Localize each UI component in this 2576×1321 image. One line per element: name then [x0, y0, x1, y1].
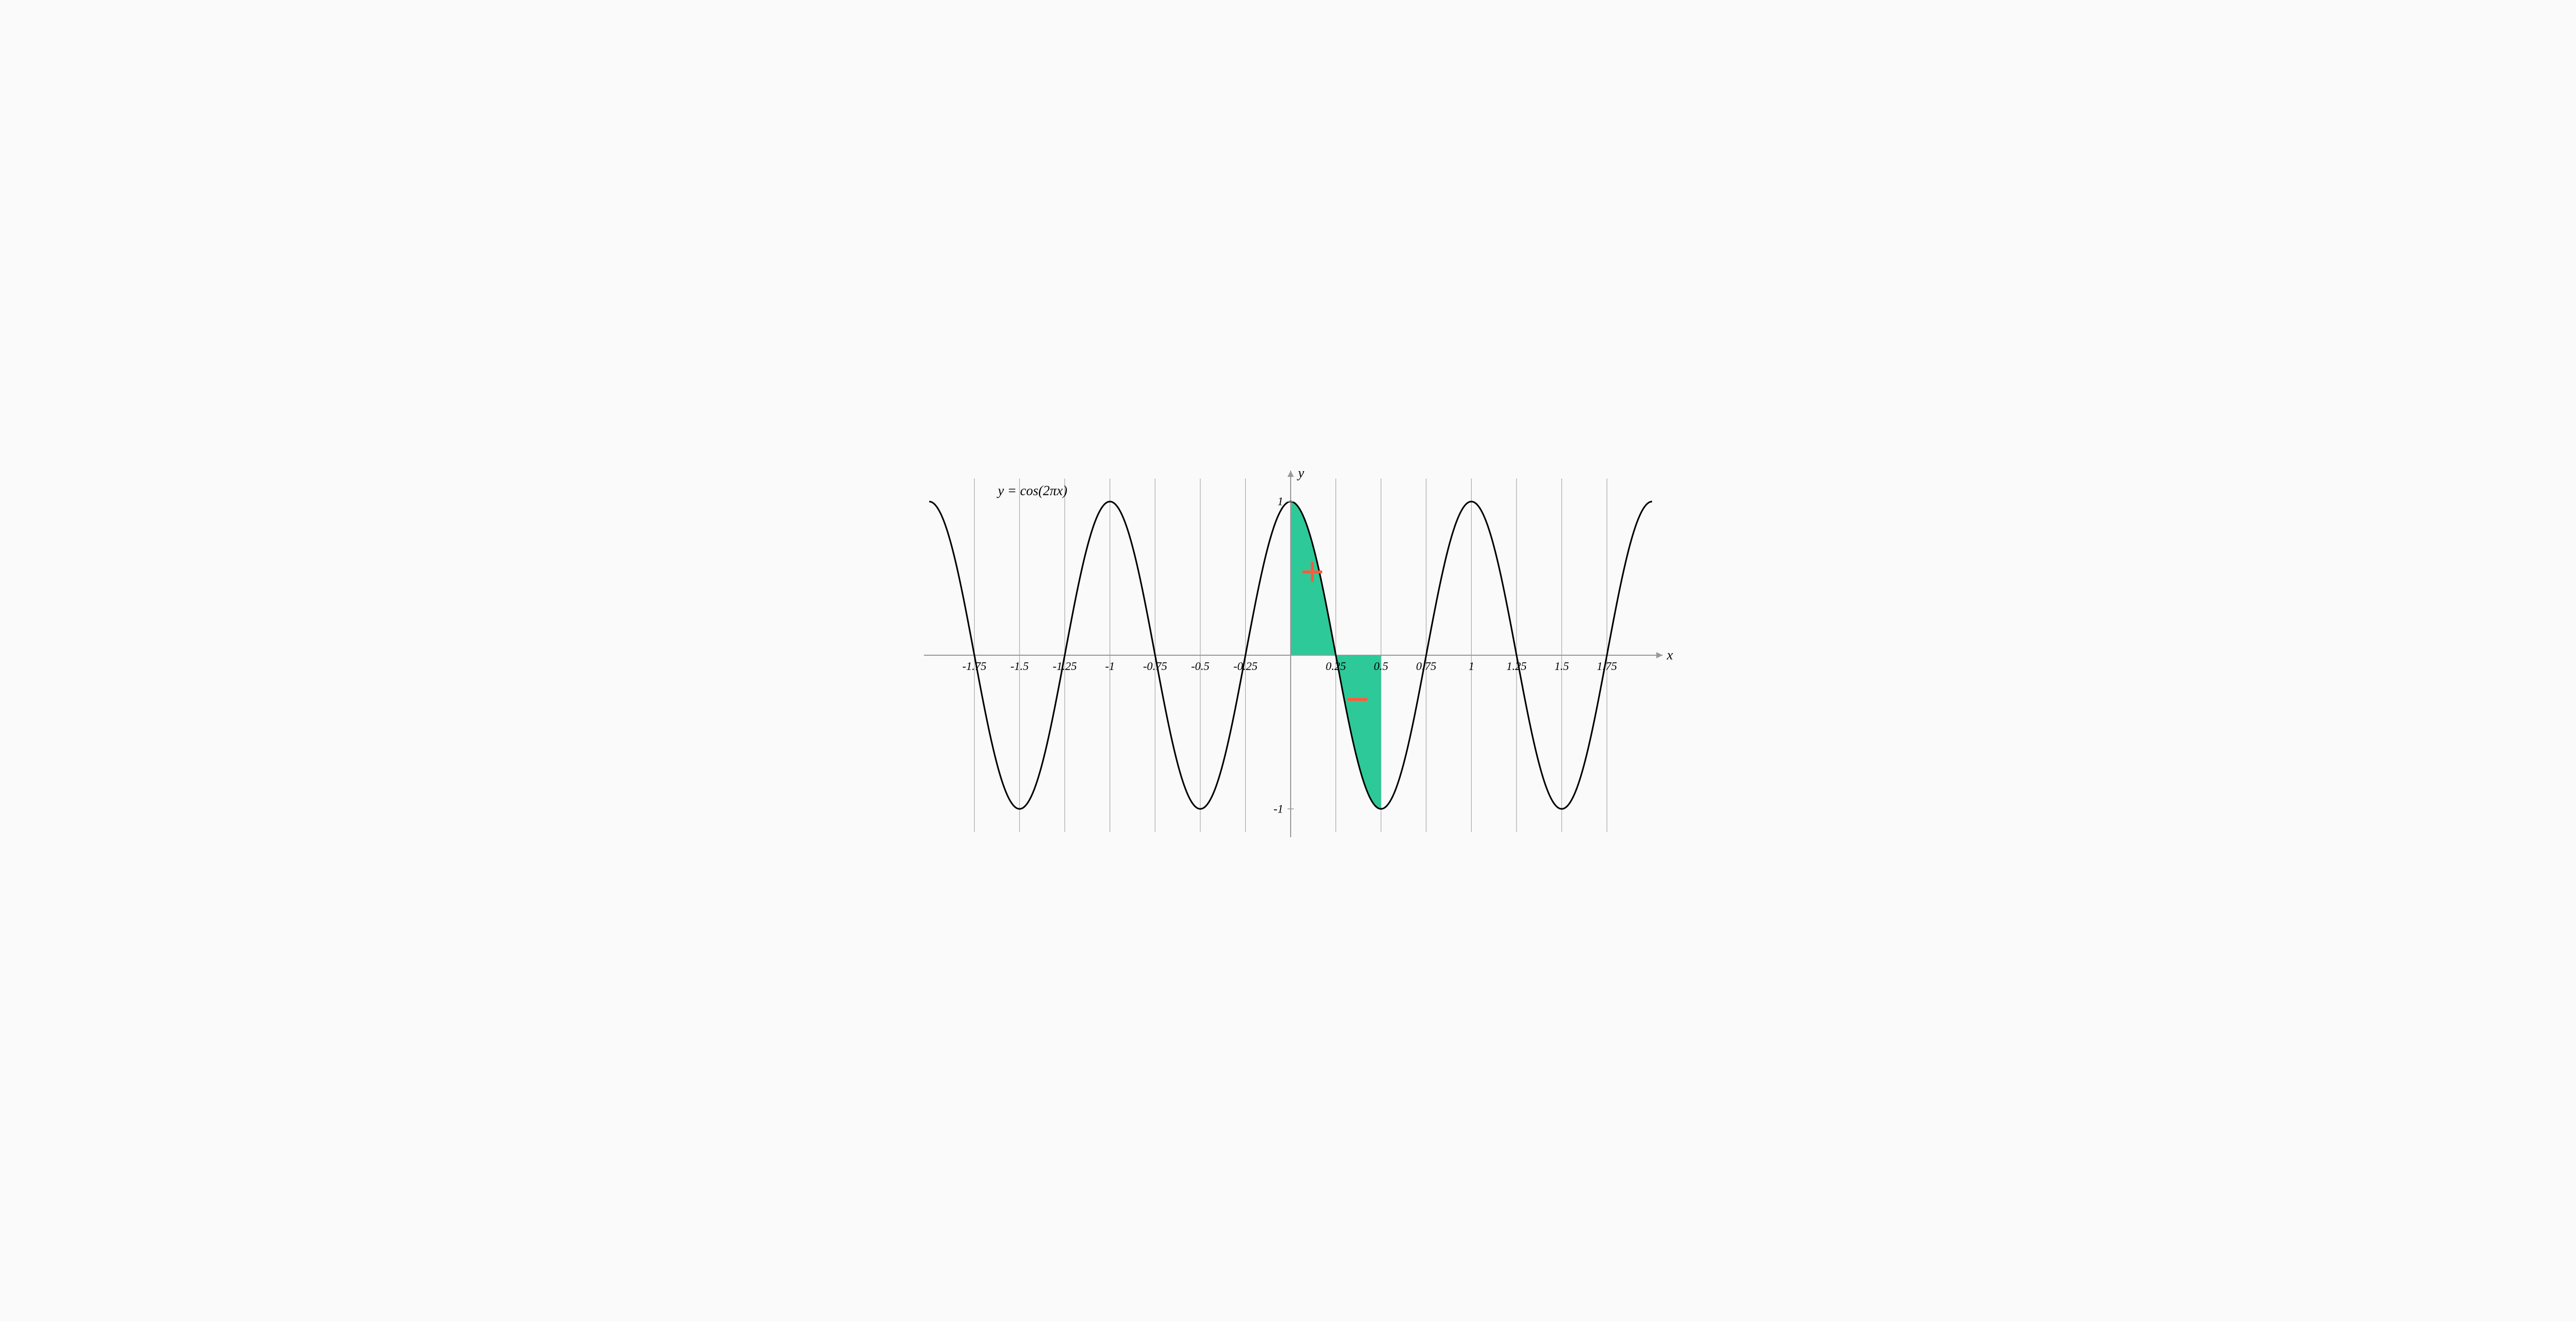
y-tick-label: 1: [1277, 495, 1283, 508]
x-tick-label: 1.5: [1554, 659, 1569, 673]
x-tick-label: -0.5: [1191, 659, 1209, 673]
x-tick-label: 1: [1468, 659, 1474, 673]
x-tick-label: -1.75: [962, 659, 987, 673]
x-tick-label: 0.5: [1374, 659, 1389, 673]
x-tick-label: -0.25: [1233, 659, 1257, 673]
minus-sign: −: [1346, 677, 1370, 723]
function-label: y = cos(2πx): [996, 483, 1067, 499]
x-tick-label: 0.25: [1325, 659, 1346, 673]
x-axis-arrow: [1656, 652, 1663, 658]
x-tick-label: -1.25: [1053, 659, 1077, 673]
chart-container: -1.75 -1.5 -1.25 -1 -0.75 -0.5 -0.25 0.25 0.5 0.7…: [892, 457, 1684, 864]
x-tick-label: 1.75: [1597, 659, 1617, 673]
y-tick-label: -1: [1274, 802, 1283, 815]
plus-sign: +: [1300, 549, 1324, 596]
x-tick-label: -0.75: [1143, 659, 1167, 673]
x-tick-label: -1: [1105, 659, 1114, 673]
cosine-chart: -1.75 -1.5 -1.25 -1 -0.75 -0.5 -0.25 0.25 0.5 0.7…: [892, 457, 1684, 864]
x-tick-label: 0.75: [1416, 659, 1437, 673]
y-axis-label: y: [1296, 465, 1304, 481]
y-axis-arrow: [1287, 471, 1294, 477]
x-tick-label: -1.5: [1010, 659, 1029, 673]
x-axis-label: x: [1666, 647, 1673, 663]
x-tick-label: 1.25: [1506, 659, 1527, 673]
